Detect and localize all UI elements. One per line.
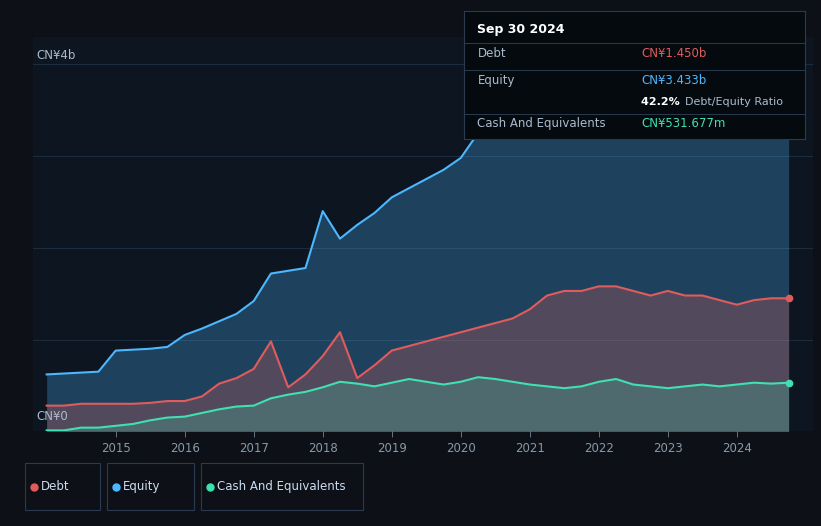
Text: Cash And Equivalents: Cash And Equivalents [478, 117, 606, 130]
FancyBboxPatch shape [201, 463, 364, 510]
Text: Debt: Debt [40, 480, 69, 493]
Text: Sep 30 2024: Sep 30 2024 [478, 23, 565, 36]
Text: Equity: Equity [123, 480, 161, 493]
Text: 42.2%: 42.2% [641, 97, 684, 107]
Text: Debt/Equity Ratio: Debt/Equity Ratio [686, 97, 783, 107]
Text: CN¥531.677m: CN¥531.677m [641, 117, 726, 130]
FancyBboxPatch shape [25, 463, 100, 510]
FancyBboxPatch shape [108, 463, 194, 510]
Text: Cash And Equivalents: Cash And Equivalents [217, 480, 345, 493]
Text: Debt: Debt [478, 47, 506, 59]
Text: CN¥0: CN¥0 [37, 410, 68, 423]
Text: Equity: Equity [478, 74, 515, 87]
Text: CN¥3.433b: CN¥3.433b [641, 74, 706, 87]
Text: CN¥4b: CN¥4b [37, 49, 76, 62]
Text: CN¥1.450b: CN¥1.450b [641, 47, 706, 59]
